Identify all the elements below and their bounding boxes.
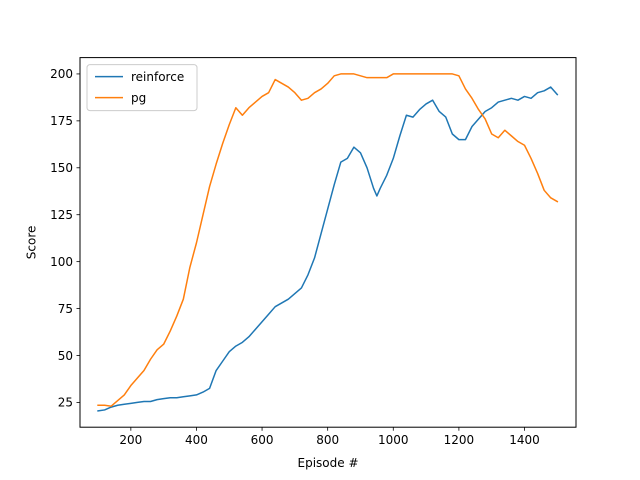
x-tick-label: 1200 bbox=[444, 433, 475, 447]
y-tick-label: 25 bbox=[58, 396, 73, 410]
legend-label-pg: pg bbox=[131, 91, 146, 105]
y-tick-label: 200 bbox=[50, 67, 73, 81]
plot-area-frame bbox=[79, 57, 577, 428]
series-layer bbox=[97, 73, 559, 412]
legend: reinforce pg bbox=[86, 64, 198, 112]
x-tick-label: 400 bbox=[185, 433, 208, 447]
y-axis-label: Score bbox=[25, 226, 39, 260]
x-axis: 200 400 600 800 1000 1200 1400 bbox=[119, 427, 540, 447]
x-tick-label: 200 bbox=[119, 433, 142, 447]
y-tick-label: 100 bbox=[50, 255, 73, 269]
x-tick-label: 1000 bbox=[378, 433, 409, 447]
legend-label-reinforce: reinforce bbox=[131, 70, 184, 84]
y-tick-label: 150 bbox=[50, 161, 73, 175]
series-line-reinforce bbox=[97, 86, 559, 412]
x-tick-label: 600 bbox=[251, 433, 274, 447]
y-tick-label: 125 bbox=[50, 208, 73, 222]
y-axis: 25 50 75 100 125 150 175 200 bbox=[50, 67, 80, 410]
x-tick-label: 1400 bbox=[509, 433, 540, 447]
x-axis-label: Episode # bbox=[298, 456, 359, 470]
series-line-pg bbox=[97, 73, 559, 407]
y-tick-label: 50 bbox=[58, 349, 73, 363]
y-tick-label: 75 bbox=[58, 302, 73, 316]
y-tick-label: 175 bbox=[50, 114, 73, 128]
x-tick-label: 800 bbox=[316, 433, 339, 447]
